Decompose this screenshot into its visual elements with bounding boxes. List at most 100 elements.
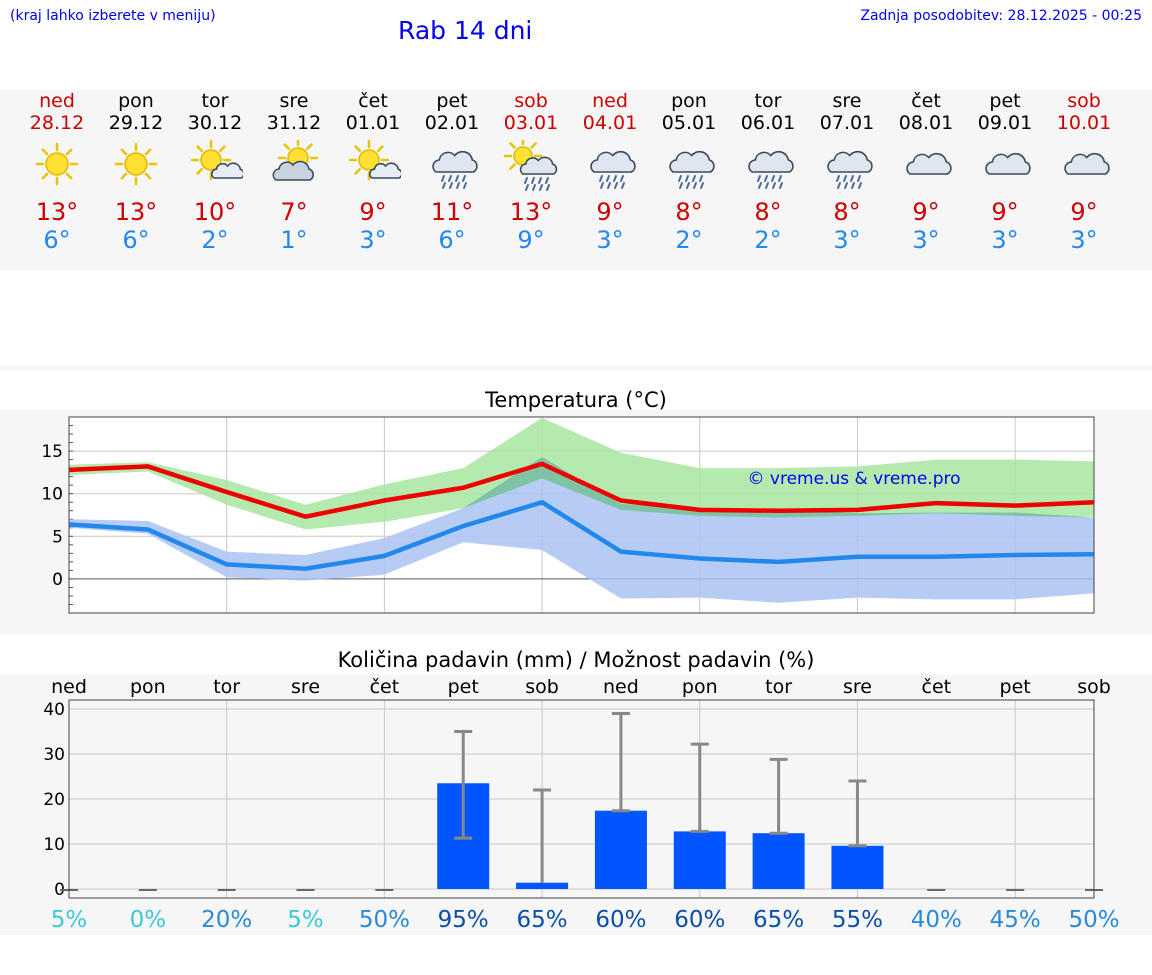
last-updated: Zadnja posodobitev: 28.12.2025 - 00:25 <box>860 8 1142 24</box>
rain-cloud-icon <box>432 150 478 189</box>
sun-small-cloud-icon <box>190 140 243 181</box>
precip-bar <box>516 882 569 889</box>
day-date: 30.12 <box>187 112 243 134</box>
x-tick-label: čet <box>922 676 952 698</box>
x-tick-label: sre <box>843 676 872 698</box>
x-tick-label: tor <box>213 676 240 698</box>
plot-frame <box>68 416 1095 614</box>
temperature-chart-title: Temperatura (°C) <box>485 388 667 412</box>
day-date: 02.01 <box>424 112 480 134</box>
day-name: sob <box>514 90 548 112</box>
precip-probability-label: 65% <box>517 907 568 933</box>
day-name: čet <box>358 90 388 112</box>
min-temp-line <box>68 499 1095 571</box>
temp-max: 13° <box>35 198 79 226</box>
y-tick-label: 0 <box>52 570 63 590</box>
temp-max: 7° <box>280 198 308 226</box>
precip-probability-label: 65% <box>753 907 804 933</box>
temp-max: 13° <box>114 198 158 226</box>
day-date: 01.01 <box>345 112 401 134</box>
precip-probability-label: 40% <box>911 907 962 933</box>
precip-probability-label: 60% <box>674 907 725 933</box>
sun-icon <box>114 142 158 186</box>
rain-cloud-icon <box>669 150 715 189</box>
temp-max: 9° <box>912 198 940 226</box>
x-tick-label: sre <box>291 676 320 698</box>
temp-min: 3° <box>596 226 624 254</box>
temp-min: 6° <box>438 226 466 254</box>
precip-probability-label: 50% <box>359 907 410 933</box>
watermark: © vreme.us & vreme.pro <box>747 469 960 489</box>
day-forecast: ned 04.01 9° 3° <box>570 90 650 270</box>
y-tick-label: 15 <box>41 442 63 462</box>
temp-max: 10° <box>193 198 237 226</box>
page-title: Rab 14 dni <box>398 16 533 45</box>
day-name: pon <box>118 90 154 112</box>
day-date: 03.01 <box>503 112 559 134</box>
day-forecast: ned 28.12 13° 6° <box>17 90 97 270</box>
temp-min: 9° <box>517 226 545 254</box>
day-date: 05.01 <box>661 112 717 134</box>
precip-probability-label: 0% <box>130 907 167 933</box>
day-date: 07.01 <box>819 112 875 134</box>
temp-min: 3° <box>912 226 940 254</box>
day-name: sre <box>832 90 862 112</box>
x-tick-label: tor <box>765 676 792 698</box>
y-tick-label: 20 <box>43 790 65 810</box>
sun-small-cloud-icon <box>348 140 401 181</box>
sun-rain-icon <box>503 140 558 191</box>
day-date: 06.01 <box>740 112 796 134</box>
temp-min: 6° <box>122 226 150 254</box>
temp-min: 3° <box>833 226 861 254</box>
temp-max: 9° <box>991 198 1019 226</box>
day-name: tor <box>754 90 782 112</box>
precip-probability-label: 5% <box>287 907 324 933</box>
day-date: 08.01 <box>898 112 954 134</box>
x-tick-label: pon <box>130 676 166 698</box>
day-forecast: pet 09.01 9° 3° <box>965 90 1045 270</box>
x-tick-label: sob <box>1077 676 1111 698</box>
max-temp-line <box>68 461 1095 519</box>
y-tick-label: 0 <box>54 880 65 900</box>
temperature-chart: 0 5 10 15 © vreme.us & vreme.pro <box>41 416 1095 614</box>
cloud-icon <box>985 152 1031 175</box>
day-name: sob <box>1067 90 1101 112</box>
temp-max: 8° <box>833 198 861 226</box>
cloud-icon <box>906 152 952 175</box>
x-tick-label: ned <box>603 676 639 698</box>
temp-min: 2° <box>675 226 703 254</box>
temp-max: 11° <box>430 198 474 226</box>
day-name: pet <box>436 90 468 112</box>
precip-bar <box>831 845 884 889</box>
x-tick-label: pon <box>682 676 718 698</box>
temp-max: 8° <box>754 198 782 226</box>
day-name: pon <box>671 90 707 112</box>
rain-cloud-icon <box>748 150 794 189</box>
temp-min: 3° <box>359 226 387 254</box>
temp-max: 9° <box>596 198 624 226</box>
day-name: ned <box>39 90 75 112</box>
day-name: čet <box>911 90 941 112</box>
x-tick-label: sob <box>525 676 559 698</box>
day-date: 10.01 <box>1056 112 1112 134</box>
cloud-icon <box>1064 152 1110 175</box>
day-forecast: sre 07.01 8° 3° <box>807 90 887 270</box>
temp-min: 2° <box>754 226 782 254</box>
day-date: 28.12 <box>29 112 85 134</box>
daily-forecast-strip: ned 28.12 13° 6° pon 29.12 13° 6° tor 30.12 10° 2° s… <box>0 90 1152 270</box>
day-forecast: pon 29.12 13° 6° <box>96 90 176 270</box>
day-forecast: pon 05.01 8° 2° <box>649 90 729 270</box>
precip-probability-label: 50% <box>1068 907 1119 933</box>
temp-max: 13° <box>509 198 553 226</box>
x-tick-label: čet <box>370 676 400 698</box>
rain-cloud-icon <box>827 150 873 189</box>
precipitation-chart-title: Količina padavin (mm) / Možnost padavin … <box>337 648 815 672</box>
temp-max: 9° <box>359 198 387 226</box>
plot-frame <box>68 699 1095 899</box>
location-menu-hint[interactable]: (kraj lahko izberete v meniju) <box>10 8 216 24</box>
precip-bar <box>594 810 647 889</box>
day-name: ned <box>592 90 628 112</box>
sun-behind-cloud-icon <box>272 140 319 181</box>
precipitation-chart: ned pon tor sre čet pet sob ned pon tor sre čet pet s… <box>43 676 1119 933</box>
day-date: 09.01 <box>977 112 1033 134</box>
